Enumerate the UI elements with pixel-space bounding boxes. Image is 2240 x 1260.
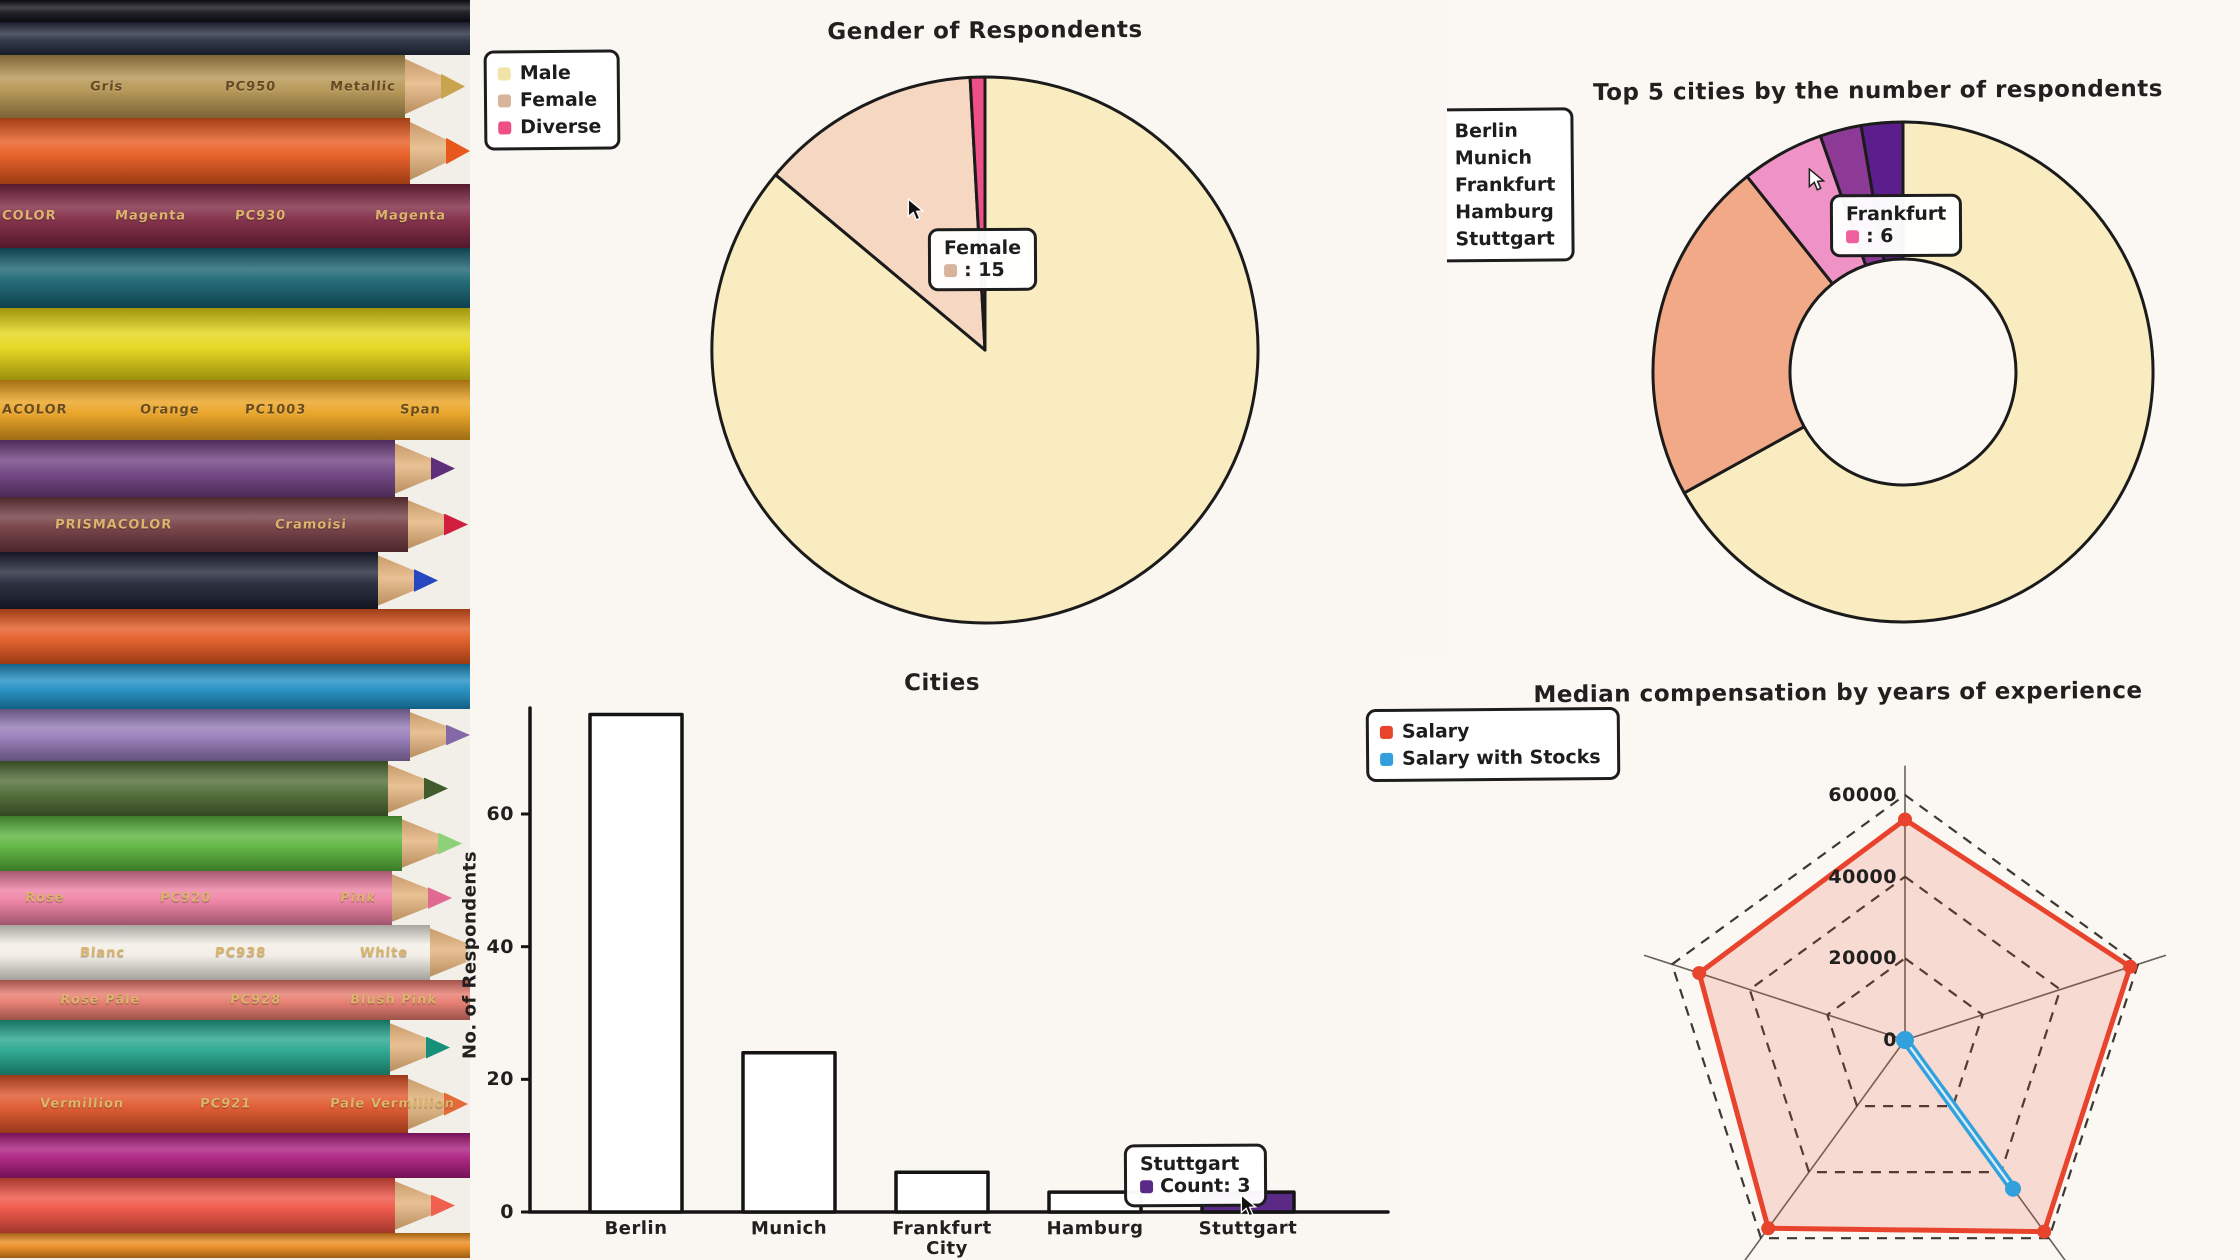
legend-item-Salary with Stocks: Salary with Stocks [1380, 746, 1601, 770]
legend-item-Hamburg: Hamburg [1447, 200, 1556, 224]
bar-Frankfurt[interactable] [894, 1170, 990, 1214]
bar-Berlin[interactable] [588, 712, 684, 1214]
legend-item-Female: Female [497, 88, 601, 112]
radar-salary-point-3[interactable] [1761, 1221, 1776, 1236]
pencil-16: Rose PC920 Pink [0, 871, 470, 925]
legend-item-Berlin: Berlin [1447, 119, 1555, 143]
colored-pencils-photo: Gris PC950 Metallic COLOR Magenta PC930 Magent… [0, 0, 470, 1260]
radar-spoke-4 [1643, 954, 1906, 1041]
bar-Munich[interactable] [741, 1051, 837, 1214]
legend-label: Berlin [1454, 119, 1518, 143]
legend-label: Frankfurt [1454, 173, 1556, 197]
legend-swatch-Salary with Stocks [1380, 752, 1394, 766]
radar-salary-point-4[interactable] [1692, 966, 1707, 981]
donut-slice-Munich[interactable] [1651, 175, 1834, 495]
pie-tooltip-swatch [944, 263, 958, 277]
radar-gridline-20000 [1826, 956, 1984, 1108]
legend-swatch-Salary [1379, 725, 1393, 739]
pencil-11 [0, 609, 470, 664]
pie-tooltip: Female : 15 [927, 227, 1038, 292]
pencil-5 [0, 248, 470, 308]
radar-series-salary[interactable] [1696, 817, 2133, 1235]
donut-legend-clip: Berlin Munich Frankfurt Hamburg Stuttgart [1447, 0, 1687, 310]
pie-tooltip-label: Female [943, 236, 1022, 260]
pencil-12 [0, 664, 470, 709]
legend-swatch-Female [497, 93, 512, 107]
pencil-23 [0, 1233, 470, 1258]
radar-spoke-1 [1904, 954, 2167, 1041]
pencil-3 [0, 118, 470, 184]
mouse-cursor-donut [1808, 168, 1826, 191]
radar-legend: Salary Salary with Stocks [1365, 706, 1620, 783]
pencil-1 [0, 22, 470, 55]
radar-stocks-point-2[interactable] [2005, 1180, 2021, 1197]
legend-label: Salary [1401, 720, 1470, 743]
donut-tooltip-label: Frankfurt [1845, 202, 1947, 226]
pencil-21 [0, 1133, 470, 1178]
pencil-15 [0, 816, 470, 871]
pencil-14 [0, 761, 470, 816]
mouse-cursor-bar [1240, 1194, 1258, 1217]
legend-label: Salary with Stocks [1402, 746, 1601, 770]
pencil-20: Vermillion PC921 Pale Vermillion [0, 1075, 470, 1133]
radar-gridline-60000 [1670, 793, 2140, 1240]
legend-swatch-Diverse [498, 120, 512, 134]
pencil-18: Rose Pâle PC928 Blush Pink [0, 980, 470, 1020]
pencil-17: Blanc PC938 White [0, 925, 470, 980]
pencil-6 [0, 308, 470, 380]
bar-tooltip-label: Stuttgart [1139, 1152, 1240, 1176]
pencil-19 [0, 1020, 470, 1075]
radar-gridline-40000 [1748, 875, 2062, 1174]
pencil-7: ACOLOR Orange PC1003 Span [0, 380, 470, 440]
pencil-0 [0, 0, 470, 22]
donut-tooltip-value: : 6 [1865, 225, 1894, 248]
radar-salary-point-1[interactable] [2123, 959, 2138, 974]
legend-label: Male [519, 61, 572, 85]
legend-item-Diverse: Diverse [498, 116, 601, 139]
legend-item-Stuttgart: Stuttgart [1447, 227, 1556, 250]
donut-tooltip: Frankfurt : 6 [1829, 193, 1963, 258]
pencil-4: COLOR Magenta PC930 Magenta [0, 184, 470, 248]
legend-swatch-Male [497, 66, 511, 80]
legend-item-Male: Male [497, 61, 601, 85]
legend-label: Munich [1454, 146, 1533, 170]
donut-tooltip-swatch [1846, 229, 1860, 243]
legend-label: Hamburg [1455, 200, 1554, 224]
bar-tooltip-swatch [1140, 1179, 1154, 1193]
donut-legend: Berlin Munich Frankfurt Hamburg Stuttgart [1447, 107, 1576, 263]
pencil-13 [0, 709, 470, 761]
legend-label: Female [519, 88, 598, 112]
radar-stocks-center-point[interactable] [1896, 1031, 1914, 1049]
pie-tooltip-value: : 15 [963, 258, 1005, 282]
pencil-8 [0, 440, 470, 497]
pencil-22 [0, 1178, 470, 1233]
legend-label: Diverse [520, 115, 602, 139]
donut-slice-Berlin[interactable] [1682, 120, 2155, 624]
mouse-cursor-pie [907, 198, 925, 221]
pencil-9: PRISMACOLOR Cramoisi [0, 497, 470, 552]
radar-salary-point-0[interactable] [1898, 812, 1912, 827]
legend-item-Munich: Munich [1447, 146, 1555, 170]
pencil-10 [0, 552, 470, 609]
pencil-2: Gris PC950 Metallic [0, 55, 470, 118]
legend-item-Frankfurt: Frankfurt [1447, 173, 1556, 197]
pie-legend: Male Female Diverse [483, 49, 621, 151]
legend-label: Stuttgart [1455, 227, 1555, 251]
radar-salary-point-2[interactable] [2037, 1224, 2052, 1239]
legend-item-Salary: Salary [1379, 719, 1601, 743]
